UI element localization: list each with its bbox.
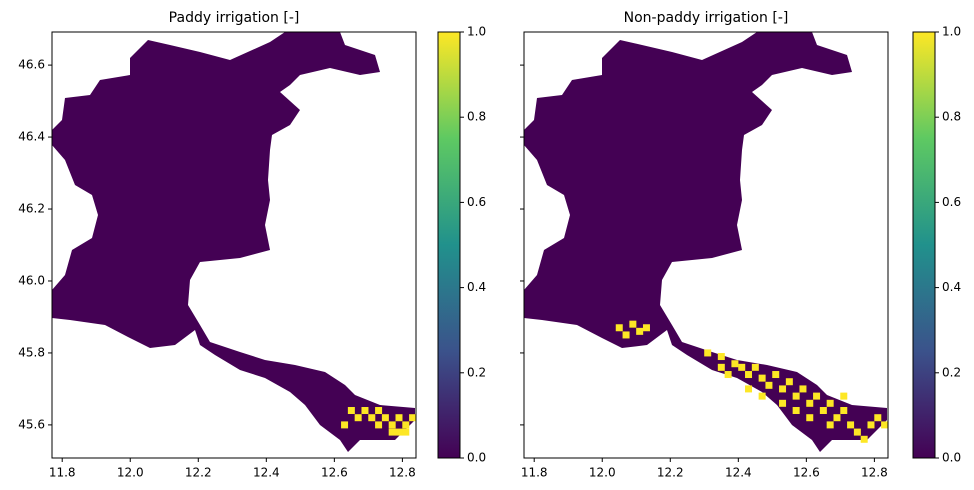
colorbar-tick-label: 0.8 — [942, 110, 961, 124]
colorbar-tick-label: 0.4 — [467, 280, 486, 294]
colorbar-frame — [437, 31, 461, 459]
x-tick-label: 11.8 — [49, 466, 76, 480]
raster-cell — [402, 428, 410, 436]
raster-cell — [792, 407, 800, 415]
raster-cell — [847, 421, 855, 429]
raster-cell — [717, 363, 725, 371]
raster-cell — [388, 421, 396, 429]
x-tick-label: 12.6 — [321, 466, 348, 480]
colorbar-tick-label: 0.2 — [467, 365, 486, 379]
x-tick-label: 12.6 — [793, 466, 820, 480]
panel-title: Paddy irrigation [-] — [169, 10, 300, 26]
raster-cell — [395, 428, 403, 436]
axes-frame — [51, 31, 417, 459]
raster-cell — [704, 349, 712, 357]
y-tick-label: 46.4 — [18, 130, 45, 144]
colorbar — [913, 32, 935, 458]
raster-cell — [806, 414, 814, 422]
raster-cell — [381, 414, 389, 422]
colorbar-tick-label: 0.0 — [942, 451, 961, 465]
raster-cell — [738, 363, 746, 371]
x-tick-label: 12.0 — [117, 466, 144, 480]
region-fill — [524, 32, 887, 452]
raster-cell — [375, 421, 383, 429]
raster-cell — [751, 363, 759, 371]
x-tick-label: 12.4 — [725, 466, 752, 480]
raster-cell — [615, 324, 623, 332]
raster-cell — [779, 399, 787, 407]
raster-cell — [785, 378, 793, 386]
raster-cell — [792, 392, 800, 400]
axes-frame — [523, 31, 889, 459]
raster-cell — [347, 407, 355, 415]
raster-cell — [806, 399, 814, 407]
raster-cell — [745, 385, 753, 393]
raster-cell — [622, 331, 630, 339]
raster-cell — [395, 414, 403, 422]
raster-cell — [388, 428, 396, 436]
raster-cell — [642, 324, 650, 332]
colorbar-tick-label: 0.6 — [942, 195, 961, 209]
raster-cell — [833, 414, 841, 422]
y-tick-label: 46.6 — [18, 58, 45, 72]
region-fill — [52, 32, 415, 452]
raster-cell — [731, 360, 739, 368]
map-panel: Paddy irrigation [-] 11.8 12.0 12.2 12.4 12.6… — [18, 10, 486, 480]
y-tick-label: 45.8 — [18, 345, 45, 359]
raster-cell — [629, 320, 637, 328]
raster-cell — [881, 421, 889, 429]
raster-cell — [724, 371, 732, 379]
raster-cell — [758, 392, 766, 400]
y-tick-label: 46.2 — [18, 202, 45, 216]
raster-cell — [819, 407, 827, 415]
x-tick-label: 12.8 — [389, 466, 416, 480]
raster-cell — [799, 385, 807, 393]
raster-cell — [758, 374, 766, 382]
raster-cell — [779, 385, 787, 393]
y-tick-label: 46.0 — [18, 273, 45, 287]
colorbar-tick-label: 0.2 — [942, 365, 961, 379]
raster-cell — [409, 414, 417, 422]
raster-cell — [717, 353, 725, 361]
raster-cell — [840, 407, 848, 415]
raster-cell — [860, 435, 868, 443]
panel-title: Non-paddy irrigation [-] — [624, 10, 789, 26]
x-tick-label: 12.0 — [589, 466, 616, 480]
raster-cell — [826, 399, 834, 407]
raster-cell — [874, 414, 882, 422]
x-tick-label: 12.2 — [185, 466, 212, 480]
raster-cell — [361, 407, 369, 415]
map-panel: Non-paddy irrigation [-] 11.8 12.0 12.2 12.4… — [520, 10, 961, 480]
raster-cell — [368, 414, 376, 422]
raster-cell — [375, 407, 383, 415]
colorbar-tick-label: 1.0 — [942, 25, 961, 39]
raster-cell — [772, 371, 780, 379]
raster-cell — [813, 392, 821, 400]
colorbar-tick-label: 0.6 — [467, 195, 486, 209]
colorbar-frame — [912, 31, 936, 459]
raster-cell — [636, 327, 644, 335]
raster-cell — [402, 421, 410, 429]
raster-cell — [354, 414, 362, 422]
colorbar — [438, 32, 460, 458]
raster-cell — [853, 428, 861, 436]
colorbar-tick-label: 1.0 — [467, 25, 486, 39]
x-tick-label: 12.2 — [657, 466, 684, 480]
raster-cell — [867, 421, 875, 429]
x-tick-label: 12.4 — [253, 466, 280, 480]
x-tick-label: 11.8 — [521, 466, 548, 480]
colorbar-tick-label: 0.8 — [467, 110, 486, 124]
colorbar-tick-label: 0.0 — [467, 451, 486, 465]
raster-cell — [826, 421, 834, 429]
raster-cell — [765, 381, 773, 389]
raster-cell — [341, 421, 349, 429]
raster-cell — [840, 392, 848, 400]
y-tick-label: 45.6 — [18, 417, 45, 431]
colorbar-tick-label: 0.4 — [942, 280, 961, 294]
raster-cell — [745, 371, 753, 379]
x-tick-label: 12.8 — [861, 466, 888, 480]
